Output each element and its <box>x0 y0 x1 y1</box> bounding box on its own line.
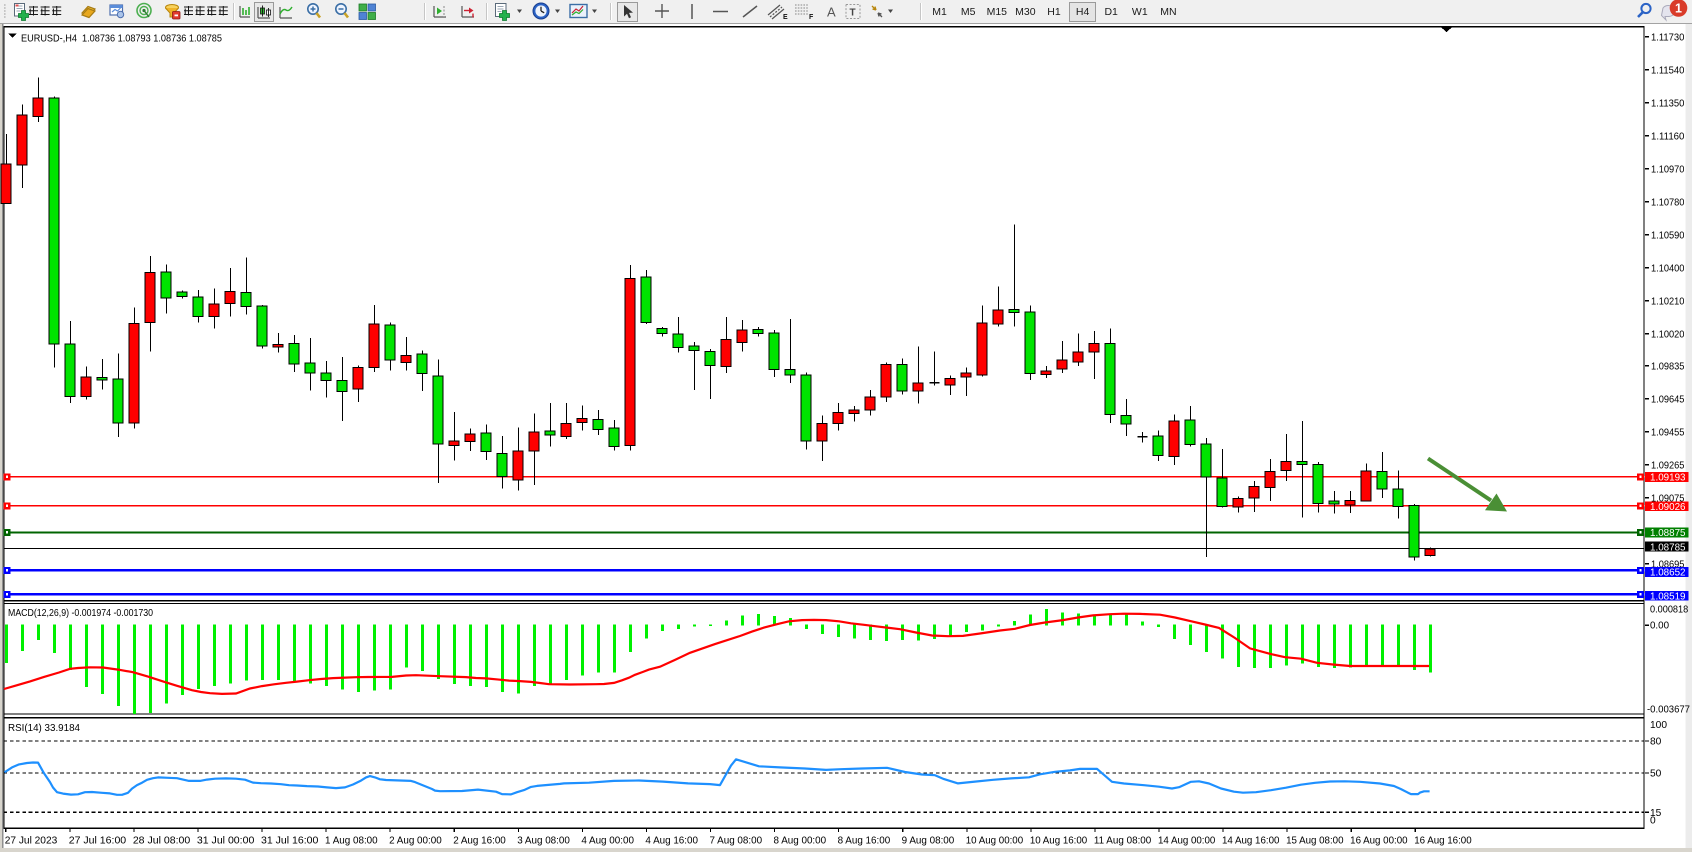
svg-text:EURUSD-,H4 1.08736 1.08793 1.: EURUSD-,H4 1.08736 1.08793 1.08736 1.087… <box>21 34 222 45</box>
svg-text:M1: M1 <box>932 6 947 18</box>
svg-text:0: 0 <box>1650 815 1656 826</box>
svg-text:1.09455: 1.09455 <box>1651 427 1685 438</box>
svg-text:0.00: 0.00 <box>1650 621 1669 632</box>
svg-text:8 Aug 16:00: 8 Aug 16:00 <box>838 836 891 847</box>
svg-text:1.09265: 1.09265 <box>1651 460 1685 471</box>
svg-text:MACD(12,26,9) -0.001974 -0.001: MACD(12,26,9) -0.001974 -0.001730 <box>8 608 153 619</box>
svg-text:15: 15 <box>1650 808 1662 819</box>
svg-text:1.08519: 1.08519 <box>1650 592 1686 603</box>
svg-text:M5: M5 <box>961 6 976 18</box>
svg-text:31 Jul 16:00: 31 Jul 16:00 <box>261 836 319 847</box>
svg-text:15 Aug 08:00: 15 Aug 08:00 <box>1286 836 1344 847</box>
svg-text:4 Aug 00:00: 4 Aug 00:00 <box>581 836 634 847</box>
svg-text:50: 50 <box>1650 769 1662 780</box>
svg-text:F: F <box>809 14 814 21</box>
svg-text:1.09645: 1.09645 <box>1651 394 1685 405</box>
svg-text:1.11160: 1.11160 <box>1651 131 1685 142</box>
svg-text:100: 100 <box>1650 720 1667 731</box>
svg-text:1.10780: 1.10780 <box>1651 197 1685 208</box>
svg-text:27 Jul 2023: 27 Jul 2023 <box>5 836 58 847</box>
svg-text:1: 1 <box>1675 2 1682 16</box>
svg-text:1.08652: 1.08652 <box>1650 568 1686 579</box>
svg-text:80: 80 <box>1650 737 1662 748</box>
svg-text:1.10400: 1.10400 <box>1651 263 1685 274</box>
svg-text:1.09075: 1.09075 <box>1651 493 1685 504</box>
svg-text:8 Aug 00:00: 8 Aug 00:00 <box>774 836 827 847</box>
svg-text:W1: W1 <box>1132 6 1148 18</box>
svg-text:1.09835: 1.09835 <box>1651 361 1685 372</box>
svg-text:7 Aug 08:00: 7 Aug 08:00 <box>709 836 762 847</box>
svg-text:1.09026: 1.09026 <box>1650 502 1686 513</box>
svg-text:1.09193: 1.09193 <box>1650 473 1686 484</box>
svg-text:14 Aug 16:00: 14 Aug 16:00 <box>1222 836 1280 847</box>
svg-text:10 Aug 16:00: 10 Aug 16:00 <box>1030 836 1088 847</box>
svg-text:M30: M30 <box>1015 6 1036 18</box>
svg-text:A: A <box>827 5 836 20</box>
svg-text:1.08695: 1.08695 <box>1651 559 1685 570</box>
svg-text:27 Jul 16:00: 27 Jul 16:00 <box>69 836 127 847</box>
svg-text:10 Aug 00:00: 10 Aug 00:00 <box>966 836 1024 847</box>
svg-text:1.10210: 1.10210 <box>1651 296 1685 307</box>
svg-text:H1: H1 <box>1047 6 1061 18</box>
svg-text:1.10970: 1.10970 <box>1651 164 1685 175</box>
svg-text:0.000818: 0.000818 <box>1650 605 1688 616</box>
svg-text:3 Aug 08:00: 3 Aug 08:00 <box>517 836 570 847</box>
svg-text:14 Aug 00:00: 14 Aug 00:00 <box>1158 836 1216 847</box>
svg-text:RSI(14) 33.9184: RSI(14) 33.9184 <box>8 723 80 734</box>
svg-text:16 Aug 00:00: 16 Aug 00:00 <box>1350 836 1408 847</box>
svg-text:1 Aug 08:00: 1 Aug 08:00 <box>325 836 378 847</box>
svg-text:D1: D1 <box>1104 6 1118 18</box>
svg-text:2 Aug 00:00: 2 Aug 00:00 <box>389 836 442 847</box>
svg-text:1.08875: 1.08875 <box>1650 528 1686 539</box>
svg-text:1.11350: 1.11350 <box>1651 98 1685 109</box>
svg-text:1.11730: 1.11730 <box>1651 32 1685 43</box>
svg-text:E: E <box>783 14 788 21</box>
svg-text:M15: M15 <box>987 6 1008 18</box>
svg-text:H4: H4 <box>1076 6 1090 18</box>
svg-text:1.08785: 1.08785 <box>1650 542 1686 553</box>
svg-text:1.11540: 1.11540 <box>1651 65 1685 76</box>
svg-text:31 Jul 00:00: 31 Jul 00:00 <box>197 836 255 847</box>
svg-text:T: T <box>850 8 856 19</box>
svg-text:9 Aug 08:00: 9 Aug 08:00 <box>902 836 955 847</box>
svg-text:1.10590: 1.10590 <box>1651 230 1685 241</box>
svg-text:28 Jul 08:00: 28 Jul 08:00 <box>133 836 191 847</box>
svg-text:1.10020: 1.10020 <box>1651 329 1685 340</box>
svg-text:4 Aug 16:00: 4 Aug 16:00 <box>645 836 698 847</box>
svg-text:-0.003677: -0.003677 <box>1647 704 1690 715</box>
svg-text:16 Aug 16:00: 16 Aug 16:00 <box>1414 836 1472 847</box>
svg-text:11 Aug 08:00: 11 Aug 08:00 <box>1094 836 1152 847</box>
svg-text:MN: MN <box>1160 6 1176 18</box>
svg-text:2 Aug 16:00: 2 Aug 16:00 <box>453 836 506 847</box>
